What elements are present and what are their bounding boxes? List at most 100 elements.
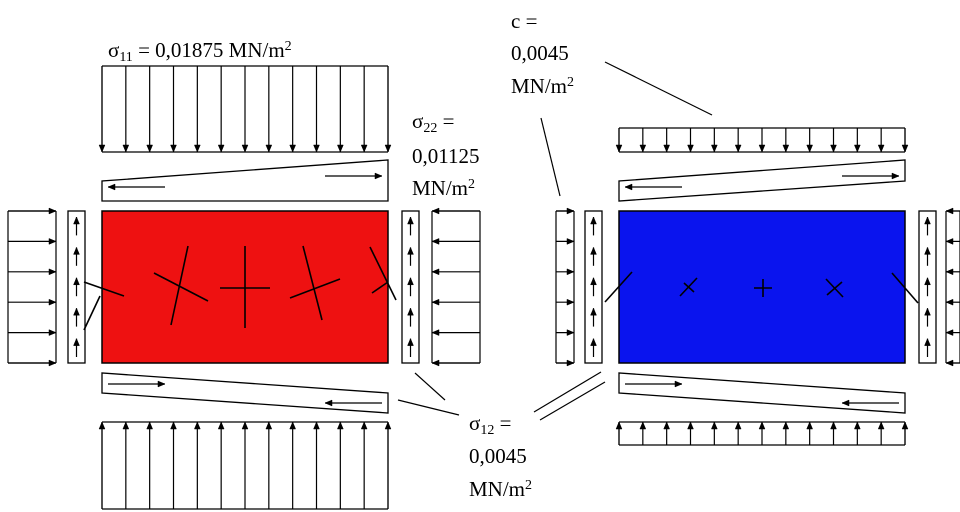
right-bottom-c-arrow-head-8 xyxy=(782,421,790,430)
sigma11-label: σ11 = 0,01875 MN/m2 xyxy=(108,38,292,65)
left-top-sigma11-arrow-head-6 xyxy=(217,144,225,153)
c-leader-1 xyxy=(604,61,713,116)
right-elem-left-strip-arrow-head-1 xyxy=(590,216,597,225)
principal-cross-8 xyxy=(371,281,389,294)
right-elem-left-strip-box-1 xyxy=(584,210,603,364)
right-elem-right-strip-box-1 xyxy=(918,210,937,364)
right-bottom-c-arrow-head-10 xyxy=(830,421,837,430)
right-top-c-arrow-head-1 xyxy=(615,144,623,153)
left-top-sigma11-arrow-head-2 xyxy=(122,144,130,153)
sigma12-unit: MN/m2 xyxy=(469,477,533,501)
left-top-sigma11-arrow-head-11 xyxy=(337,144,344,153)
left-top-shear-arrow-head-2 xyxy=(374,172,383,180)
left-bottom-sigma11-arrow-head-4 xyxy=(170,421,177,430)
right-left-c-arrow-head-6 xyxy=(566,359,575,367)
left-bottom-sigma11-arrow-head-8 xyxy=(265,421,273,430)
right-side-sigma22-arrow-head-6 xyxy=(431,359,440,367)
right-top-c-arrow-head-7 xyxy=(758,144,766,153)
right-elem-right-strip-arrow-head-1 xyxy=(924,216,931,225)
left-bottom-shear-arrow-head-2 xyxy=(324,399,333,407)
right-side-sigma22-arrow-head-3 xyxy=(431,268,440,276)
right-bottom-c-arrow-head-2 xyxy=(639,421,647,430)
cohesion-label: c = xyxy=(511,9,538,33)
left-top-sigma11-arrow-head-13 xyxy=(384,144,392,153)
left-side-sigma22-arrow-head-6 xyxy=(48,359,57,367)
left-side-sigma22-arrow-head-1 xyxy=(48,207,57,215)
right-shear-strip-arrow-head-2 xyxy=(407,246,414,255)
right-bottom-c-arrow-head-9 xyxy=(806,421,813,430)
sigma12-value: 0,0045 xyxy=(469,444,527,468)
cohesion-value: 0,0045 xyxy=(511,41,569,65)
left-top-shear-arrow-head-1 xyxy=(107,183,116,191)
left-bottom-shear-wedge-1 xyxy=(101,372,389,414)
right-elem-right-strip-arrow-head-4 xyxy=(924,307,931,316)
right-elem-left-strip-arrow-head-5 xyxy=(590,337,597,346)
left-side-sigma22-arrow-head-2 xyxy=(48,238,57,245)
left-shear-strip-arrow-head-1 xyxy=(73,216,80,225)
right-left-c-arrow-head-5 xyxy=(566,329,575,336)
left-shear-strip-arrow-head-4 xyxy=(73,307,80,316)
right-elem-right-strip-arrow-head-5 xyxy=(924,337,931,346)
right-shear-strip-arrow-head-4 xyxy=(407,307,414,316)
left-bottom-sigma11-arrow-head-9 xyxy=(289,421,296,430)
right-bottom-c-arrow-head-13 xyxy=(901,421,909,430)
right-right-c-arrow-head-4 xyxy=(945,298,954,306)
right-bottom-c-arrow-head-12 xyxy=(877,421,885,430)
left-bottom-sigma11-arrow-head-5 xyxy=(194,421,201,430)
sigma12-leader-1 xyxy=(397,399,460,416)
right-bottom-c-arrow-head-11 xyxy=(854,421,861,430)
right-left-c-arrow-head-3 xyxy=(566,268,575,276)
right-top-shear-arrow-head-1 xyxy=(624,183,633,191)
left-top-sigma11-arrow-head-5 xyxy=(194,144,201,153)
left-top-sigma11-arrow-head-3 xyxy=(146,144,153,153)
left-top-sigma11-arrow-head-4 xyxy=(170,144,177,153)
left-side-sigma22-arrow-head-5 xyxy=(48,329,57,336)
right-bottom-shear-arrow-head-1 xyxy=(674,380,683,388)
principal-cross-6 xyxy=(302,245,323,321)
right-top-c-arrow-head-11 xyxy=(854,144,861,153)
right-top-shear-wedge-1 xyxy=(618,159,906,202)
right-shear-strip-box-1 xyxy=(401,210,420,364)
principal-cross-small-8 xyxy=(891,272,919,304)
left-bottom-sigma11-arrow-head-1 xyxy=(98,421,106,430)
right-top-c-arrow-head-9 xyxy=(806,144,813,153)
c-leader-2 xyxy=(540,117,561,197)
right-left-c-arrow-head-2 xyxy=(566,238,575,245)
right-elem-left-strip-arrow-head-3 xyxy=(590,277,597,286)
left-shear-strip-arrow-head-5 xyxy=(73,337,80,346)
left-bottom-sigma11-arrow-head-6 xyxy=(217,421,225,430)
right-bottom-c-arrow-head-3 xyxy=(663,421,670,430)
right-side-sigma22-arrow-head-1 xyxy=(431,207,440,215)
right-side-sigma22-arrow-head-4 xyxy=(431,298,440,306)
right-bottom-shear-wedge-1 xyxy=(618,372,906,414)
left-bottom-shear-arrow-head-1 xyxy=(157,380,166,388)
right-top-c-arrow-head-2 xyxy=(639,144,647,153)
right-elem-left-strip-arrow-head-4 xyxy=(590,307,597,316)
left-bottom-sigma11-arrow-head-11 xyxy=(337,421,344,430)
principal-cross-small-2 xyxy=(683,282,695,293)
principal-cross-5 xyxy=(289,278,341,299)
principal-cross-small-6 xyxy=(826,281,843,296)
right-bottom-c-arrow-head-5 xyxy=(711,421,718,430)
sigma12-leader-3 xyxy=(533,371,602,413)
principal-cross-7 xyxy=(369,246,397,301)
left-shear-strip-arrow-head-2 xyxy=(73,246,80,255)
right-top-c-arrow-head-3 xyxy=(663,144,670,153)
right-top-c-arrow-head-8 xyxy=(782,144,790,153)
right-elem-right-strip-arrow-head-3 xyxy=(924,277,931,286)
right-side-sigma22-arrow-head-2 xyxy=(431,238,440,245)
cohesion-unit: MN/m2 xyxy=(511,74,575,98)
right-bottom-shear-arrow-head-2 xyxy=(841,399,850,407)
right-side-sigma22-arrow-head-5 xyxy=(431,329,440,336)
sigma22-unit: MN/m2 xyxy=(412,176,476,200)
left-top-sigma11-arrow-head-10 xyxy=(313,144,320,153)
left-shear-strip-arrow-head-3 xyxy=(73,277,80,286)
left-bottom-sigma11-arrow-head-12 xyxy=(360,421,368,430)
left-bottom-sigma11-arrow-head-13 xyxy=(384,421,392,430)
sigma12-leader-4 xyxy=(539,381,606,421)
principal-cross-1 xyxy=(153,272,209,302)
sigma22-label: σ22 = xyxy=(412,109,455,136)
right-top-c-arrow-head-10 xyxy=(830,144,837,153)
